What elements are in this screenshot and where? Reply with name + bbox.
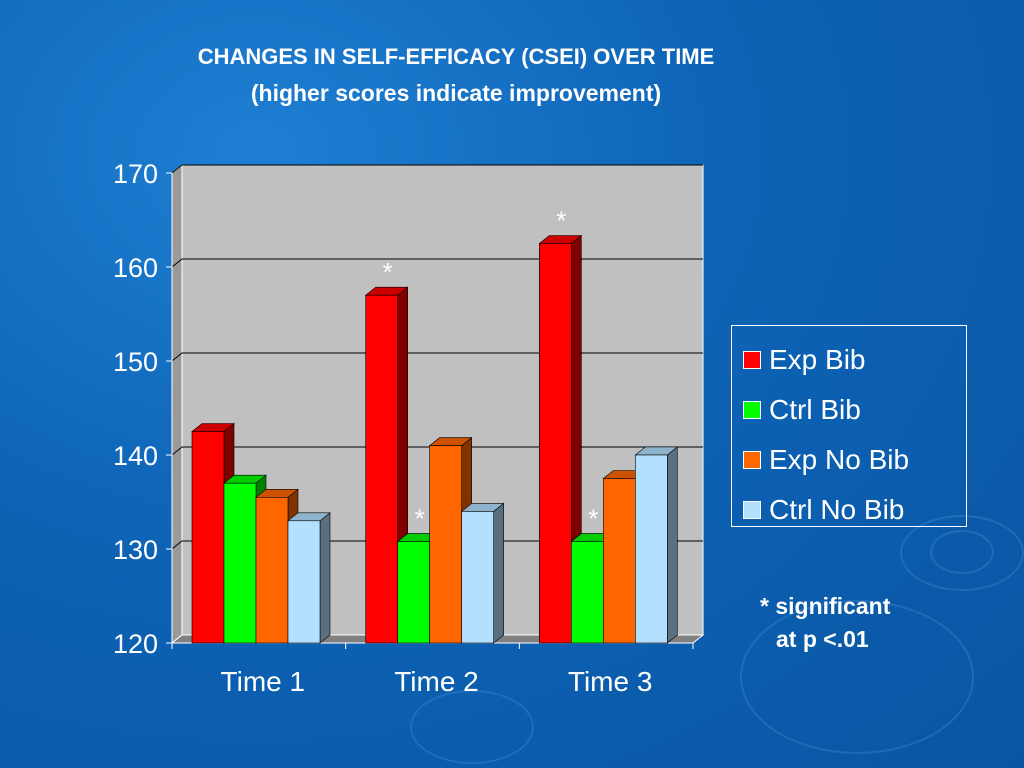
bar [365, 294, 398, 644]
bar [539, 243, 572, 644]
legend-item-ctrl-bib: Ctrl Bib [732, 385, 966, 435]
x-tick-label: Time 1 [221, 666, 306, 697]
bar-side [493, 502, 504, 644]
legend-label: Exp Bib [769, 344, 866, 375]
gridline [171, 258, 703, 268]
legend-label: Exp No Bib [769, 444, 910, 475]
bar [635, 454, 668, 644]
bar-side [319, 512, 331, 644]
legend-label: Ctrl No Bib [769, 494, 905, 525]
gridline [171, 164, 703, 174]
legend-swatch [743, 451, 761, 469]
y-tick-label: 130 [113, 535, 158, 565]
bar [255, 496, 289, 644]
y-tick-label: 160 [113, 253, 158, 283]
legend-item-exp-no-bib: Exp No Bib [732, 435, 966, 485]
chart-subtitle: (higher scores indicate improvement) [250, 80, 662, 106]
bar [397, 541, 430, 644]
x-tick-label: Time 2 [394, 666, 479, 697]
legend-swatch [743, 501, 761, 519]
gridline [171, 352, 703, 362]
chart-title: CHANGES IN SELF-EFFICACY (CSEI) OVER TIM… [197, 44, 715, 69]
bar [287, 520, 321, 644]
bar [603, 478, 636, 644]
legend-item-exp-bib: Exp Bib [732, 335, 966, 385]
gridline [171, 446, 703, 456]
ripple-decoration [900, 515, 1024, 591]
bar [429, 445, 462, 644]
y-tick-label: 120 [113, 629, 158, 659]
significance-marker: * [415, 503, 425, 533]
legend-swatch [743, 401, 761, 419]
legend-swatch [743, 351, 761, 369]
legend-item-ctrl-no-bib: Ctrl No Bib [732, 485, 966, 535]
significance-marker: * [383, 257, 393, 287]
plot-side-wall [171, 163, 183, 645]
ripple-decoration [410, 690, 534, 764]
significance-marker: * [556, 206, 566, 236]
significance-note: * significant at p <.01 [760, 590, 890, 656]
bar [223, 482, 257, 644]
ripple-decoration [740, 600, 974, 754]
chart-legend: Exp Bib Ctrl Bib Exp No Bib Ctrl No Bib [731, 325, 967, 527]
significance-note-line2: at p <.01 [776, 626, 869, 652]
y-tick-label: 170 [113, 159, 158, 189]
significance-marker: * [588, 503, 598, 533]
legend-label: Ctrl Bib [769, 394, 861, 425]
bar [571, 541, 604, 644]
x-tick-label: Time 3 [568, 666, 653, 697]
significance-note-line1: * significant [760, 593, 891, 619]
y-tick-label: 150 [113, 347, 158, 377]
bar [191, 431, 225, 644]
bar-side [667, 446, 678, 644]
y-tick-label: 140 [113, 441, 158, 471]
gridline [171, 540, 703, 550]
bar [461, 511, 494, 644]
